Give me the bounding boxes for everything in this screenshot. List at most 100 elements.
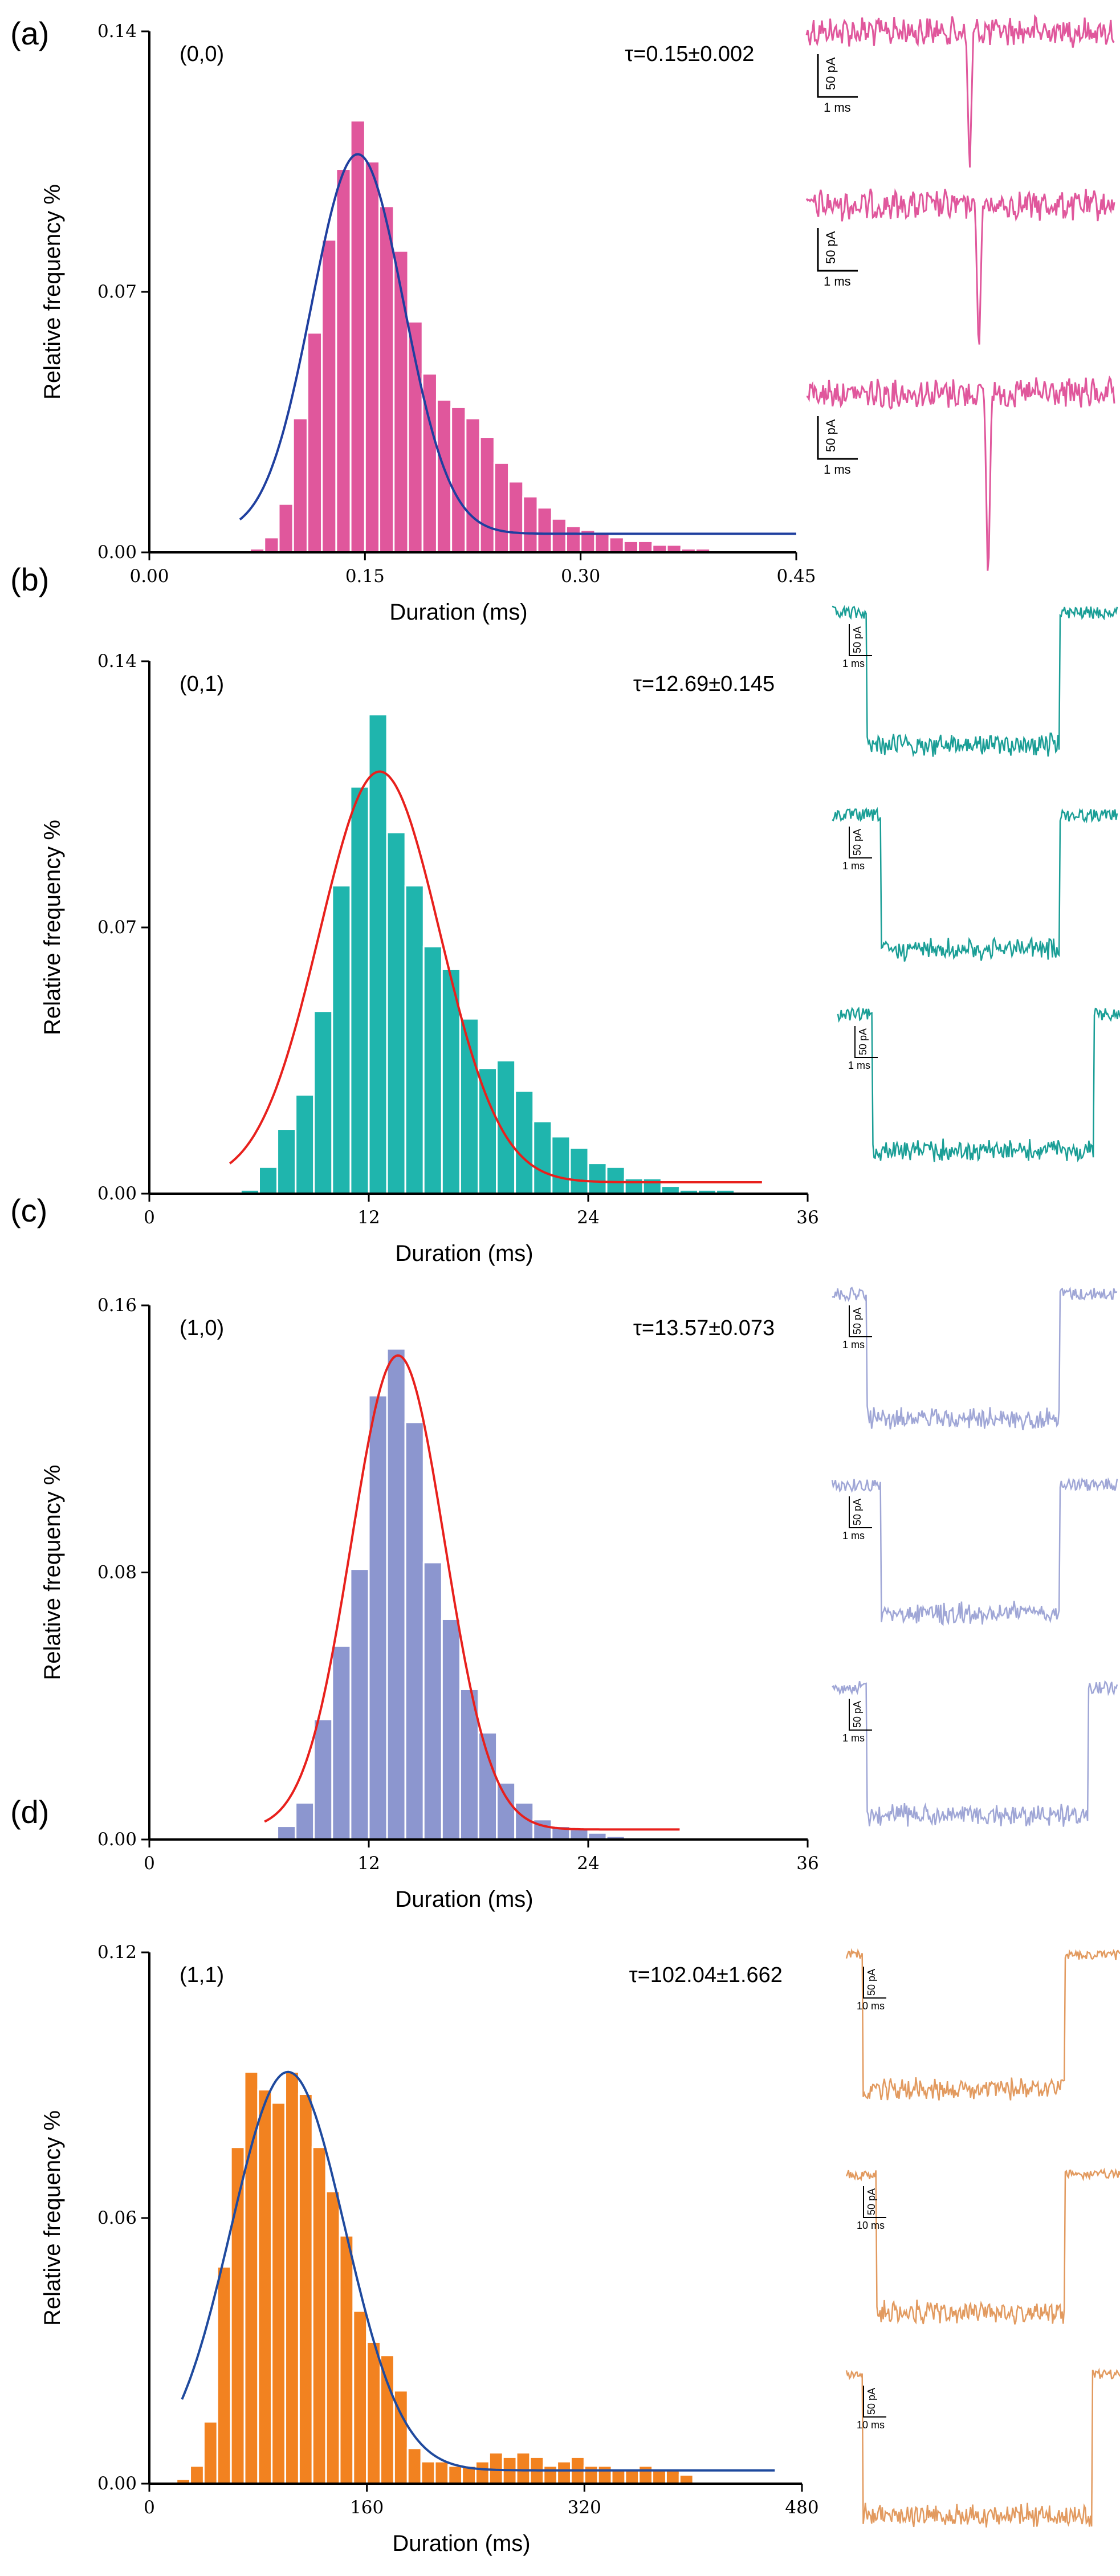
fit-curve <box>239 153 796 535</box>
bars <box>249 120 711 554</box>
bar <box>624 2469 640 2485</box>
trace-3-2: 50 pA 10 ms <box>845 2367 1120 2528</box>
y-tick-label: 0.14 <box>97 651 137 672</box>
bar <box>349 786 370 1195</box>
bar <box>368 1394 388 1841</box>
y-tick-label: 0.00 <box>97 1829 137 1850</box>
scale-bar <box>849 1699 872 1731</box>
scale-bar <box>863 2186 886 2218</box>
scale-bar <box>863 2386 886 2418</box>
x-tick-label: 24 <box>577 1853 599 1874</box>
x-tick-label: 160 <box>350 2497 384 2518</box>
bar <box>515 2452 531 2485</box>
scale-bar <box>817 416 858 460</box>
scale-time-label: 10 ms <box>857 2220 885 2231</box>
scale-bar <box>863 1967 886 1999</box>
bar <box>393 250 409 554</box>
bar <box>479 436 495 554</box>
bar <box>678 2473 694 2485</box>
y-tick-label: 0.06 <box>97 2208 137 2228</box>
bar <box>271 2102 287 2485</box>
scale-time-label: 1 ms <box>824 462 851 477</box>
tau-label: τ=102.04±1.662 <box>629 1963 783 1987</box>
y-tick-label: 0.08 <box>97 1562 137 1583</box>
bar <box>422 945 443 1195</box>
scale-amp-label: 50 pA <box>852 626 863 653</box>
bar <box>335 168 352 554</box>
bar <box>478 1732 498 1841</box>
bar <box>508 481 524 554</box>
panel-label: (b) <box>10 561 49 597</box>
scale-amp-label: 50 pA <box>866 2388 877 2415</box>
x-tick-label: 0.15 <box>345 566 385 587</box>
bar <box>587 1162 608 1195</box>
bar <box>349 1568 370 1841</box>
bar <box>278 503 294 554</box>
x-tick-label: 0 <box>144 1853 155 1874</box>
bar <box>189 2465 205 2485</box>
current-trace <box>831 1477 1118 1626</box>
trace-1-0: 50 pA 1 ms <box>832 605 1118 758</box>
trace-0-0: 50 pA 1 ms <box>805 14 1115 168</box>
x-tick-label: 320 <box>568 2497 601 2518</box>
trace-1-2: 50 pA 1 ms <box>837 1006 1120 1163</box>
trace-0-1: 50 pA 1 ms <box>805 188 1115 345</box>
bar <box>295 1802 315 1841</box>
tau-label: τ=12.69±0.145 <box>633 672 775 696</box>
x-tick-label: 12 <box>357 1853 380 1874</box>
bar <box>441 1618 461 1841</box>
fit-curve <box>229 770 762 1183</box>
bar <box>450 406 467 554</box>
trace-0-2: 50 pA 1 ms <box>806 375 1115 571</box>
bar <box>488 2452 504 2485</box>
scale-bar <box>817 54 858 98</box>
bar <box>295 1094 315 1195</box>
bar <box>331 1645 352 1841</box>
bars <box>276 1348 626 1841</box>
bar <box>624 1177 644 1195</box>
current-trace <box>832 1286 1118 1431</box>
scale-amp-label: 50 pA <box>866 1969 877 1996</box>
scale-time-label: 1 ms <box>842 860 865 872</box>
bar <box>311 2146 327 2485</box>
current-trace <box>832 1680 1118 1827</box>
bar <box>565 525 582 554</box>
bar <box>638 2465 654 2485</box>
panel-label: (d) <box>10 1794 49 1830</box>
histogram-panel-3: (d) 0.00 0.06 0.12 0 160 320 480 Duration (ms) Re… <box>10 1794 819 2556</box>
bar <box>352 2310 368 2485</box>
bar <box>583 2465 599 2485</box>
y-tick-label: 0.07 <box>97 282 137 302</box>
scale-time-label: 1 ms <box>824 100 851 115</box>
panel-label: (c) <box>10 1193 47 1228</box>
bar <box>386 1348 406 1841</box>
scale-bar <box>854 1026 878 1058</box>
bar <box>404 885 425 1195</box>
scale-amp-label: 50 pA <box>857 1028 869 1055</box>
x-tick-label: 12 <box>357 1207 380 1228</box>
state-label: (0,1) <box>180 672 224 696</box>
bar <box>637 540 654 554</box>
trace-3-1: 50 pA 10 ms <box>845 2167 1120 2325</box>
bar <box>543 2465 559 2485</box>
x-axis-title: Duration (ms) <box>392 2531 530 2556</box>
y-tick-label: 0.14 <box>97 21 137 42</box>
bar <box>321 239 337 554</box>
x-tick-label: 36 <box>796 1207 818 1228</box>
bar <box>386 831 406 1195</box>
state-label: (1,0) <box>180 1316 224 1340</box>
trace-1-1: 50 pA 1 ms <box>832 807 1118 962</box>
trace-3-0: 50 pA 10 ms <box>845 1948 1120 2101</box>
x-tick-label: 0.45 <box>776 566 816 587</box>
y-axis-title: Relative frequency % <box>40 820 65 1035</box>
x-tick-label: 0.30 <box>561 566 600 587</box>
bar <box>202 2420 218 2485</box>
bar <box>349 120 366 554</box>
bar <box>276 1128 297 1195</box>
bar <box>610 2469 626 2485</box>
bar <box>258 1166 279 1195</box>
bar <box>216 2265 232 2485</box>
scale-bar <box>849 1305 872 1337</box>
bar <box>532 1120 553 1195</box>
